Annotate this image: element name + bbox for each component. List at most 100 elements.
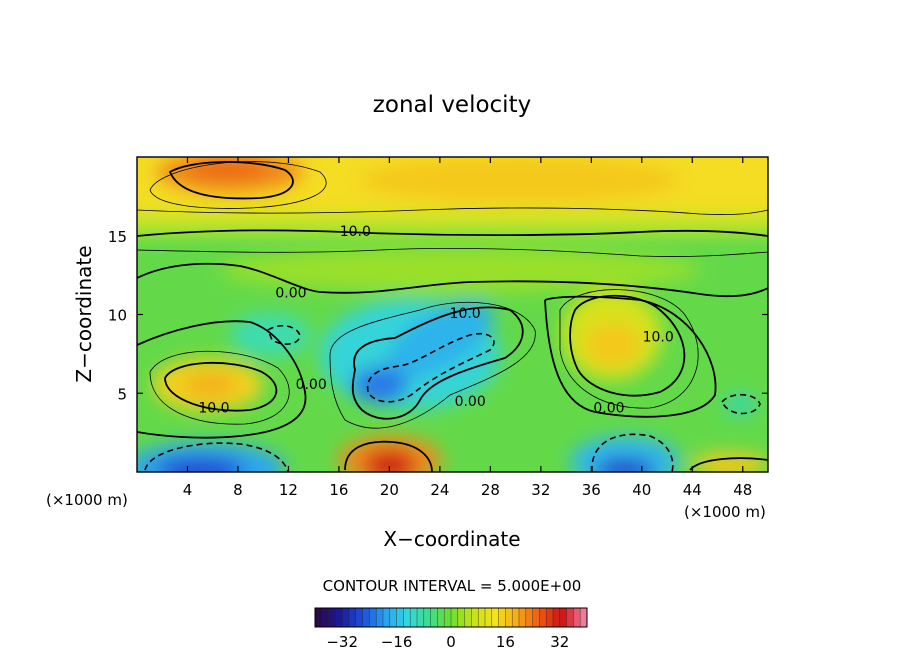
mid-light-green bbox=[220, 248, 700, 292]
colorbar-cell bbox=[410, 608, 418, 627]
x-tick-label: 28 bbox=[481, 481, 500, 499]
colorbar-cell bbox=[464, 608, 472, 627]
colorbar-tick-label: −32 bbox=[326, 633, 358, 651]
dashed-right-edge bbox=[721, 393, 761, 415]
colorbar-cell bbox=[383, 608, 391, 627]
bottom-right-negative bbox=[570, 436, 680, 472]
x-tick-label: 8 bbox=[233, 481, 243, 499]
colorbar-cell bbox=[342, 608, 350, 627]
contour-label: 0.00 bbox=[455, 394, 486, 410]
central-blue bbox=[386, 301, 494, 379]
thin-mid bbox=[137, 247, 768, 257]
colorbar-tick-label: 0 bbox=[446, 633, 456, 651]
chart-title: zonal velocity bbox=[373, 92, 531, 118]
colorbar-cell bbox=[403, 608, 411, 627]
x-tick-label: 40 bbox=[632, 481, 651, 499]
contour-central-neg bbox=[351, 306, 524, 420]
colorbar-cell bbox=[566, 608, 574, 627]
thin-central bbox=[329, 301, 536, 429]
bottom-right-negative-core bbox=[595, 458, 655, 472]
y-axis-label: Z−coordinate bbox=[72, 245, 96, 382]
x-unit-left: (×1000 m) bbox=[46, 491, 128, 509]
dashed-central bbox=[366, 332, 495, 403]
colorbar-cell bbox=[328, 608, 336, 627]
y-tick-label: 5 bbox=[117, 385, 127, 403]
thin-contours bbox=[137, 161, 768, 429]
colorbar-cell bbox=[315, 608, 323, 627]
colorbar-cell bbox=[498, 608, 506, 627]
colorbar-tick-label: 16 bbox=[496, 633, 515, 651]
right-mid-jet-core bbox=[585, 323, 641, 367]
contour-label: 0.00 bbox=[593, 400, 624, 416]
colorbar-cell bbox=[362, 608, 370, 627]
solid-contours bbox=[137, 161, 768, 472]
central-blue-core bbox=[352, 367, 408, 403]
colorbar-cell bbox=[505, 608, 513, 627]
colorbar-cell bbox=[335, 608, 343, 627]
colorbar-cell bbox=[546, 608, 554, 627]
y-axis: 5 10 15 bbox=[108, 228, 768, 403]
x-tick-label: 32 bbox=[531, 481, 550, 499]
bottom-right-positive bbox=[692, 453, 768, 472]
colorbar-cell bbox=[478, 608, 486, 627]
colorbar-cell bbox=[580, 608, 588, 627]
colorbar-cell bbox=[553, 608, 561, 627]
colorbar-frame bbox=[314, 607, 588, 628]
colorbar-cell bbox=[559, 608, 567, 627]
x-axis: 4 8 12 16 20 24 28 32 36 40 44 48 bbox=[183, 157, 752, 499]
colorbar-cell bbox=[539, 608, 547, 627]
contour-right-jet bbox=[569, 294, 686, 397]
contour-10-upper bbox=[137, 229, 768, 237]
x-tick-label: 48 bbox=[733, 481, 752, 499]
x-tick-label: 16 bbox=[329, 481, 348, 499]
contour-labels: 10.0 0.00 10.0 10.0 0.00 10.0 0.00 0.00 bbox=[198, 224, 673, 416]
colorbar-cell bbox=[457, 608, 465, 627]
colorbar-cell bbox=[519, 608, 527, 627]
contour-upper-jet bbox=[168, 161, 294, 200]
colorbar-cell bbox=[389, 608, 397, 627]
x-tick-label: 24 bbox=[430, 481, 449, 499]
contour-label: 10.0 bbox=[340, 224, 371, 240]
colorbar: −32 −16 0 16 32 bbox=[314, 607, 588, 651]
x-tick-label: 20 bbox=[380, 481, 399, 499]
contour-label: 10.0 bbox=[450, 306, 481, 322]
colorbar-cell bbox=[430, 608, 438, 627]
colorbar-cell bbox=[471, 608, 479, 627]
bottom-center-jet-core bbox=[364, 451, 416, 472]
colorbar-cell bbox=[437, 608, 445, 627]
color-field bbox=[137, 157, 768, 472]
upper-band-lower bbox=[137, 212, 768, 234]
thin-left-jet bbox=[149, 350, 290, 425]
contour-right-zero bbox=[544, 295, 717, 418]
x-tick-label: 36 bbox=[582, 481, 601, 499]
contour-interval-note: CONTOUR INTERVAL = 5.000E+00 bbox=[323, 577, 582, 595]
upper-jet-inner bbox=[188, 157, 268, 180]
colorbar-cell bbox=[417, 608, 425, 627]
contour-label: 0.00 bbox=[275, 285, 306, 301]
colorbar-cell bbox=[573, 608, 581, 627]
x-axis-label: X−coordinate bbox=[383, 527, 520, 551]
dashed-bottom-right bbox=[591, 433, 674, 472]
thin-upper bbox=[137, 207, 768, 215]
thin-right-jet bbox=[559, 289, 699, 409]
colorbar-cell bbox=[512, 608, 520, 627]
y-tick-label: 10 bbox=[108, 307, 127, 325]
plot-area bbox=[137, 157, 768, 472]
left-mid-jet-core bbox=[182, 373, 238, 397]
contour-left-jet bbox=[164, 361, 278, 412]
dashed-left bbox=[267, 324, 301, 345]
thin-upper-jet bbox=[149, 161, 327, 209]
dashed-contours bbox=[144, 324, 761, 472]
x-tick-label: 44 bbox=[683, 481, 702, 499]
colorbar-cell bbox=[525, 608, 533, 627]
colorbar-cell bbox=[355, 608, 363, 627]
bottom-left-negative-core bbox=[155, 458, 245, 472]
x-tick-label: 4 bbox=[183, 481, 193, 499]
x-unit-right: (×1000 m) bbox=[684, 503, 766, 521]
colorbar-cell bbox=[423, 608, 431, 627]
contour-bottom-center bbox=[344, 440, 433, 472]
right-edge-cyan bbox=[724, 395, 756, 415]
x-tick-label: 12 bbox=[279, 481, 298, 499]
upper-right-yellow bbox=[360, 158, 680, 202]
